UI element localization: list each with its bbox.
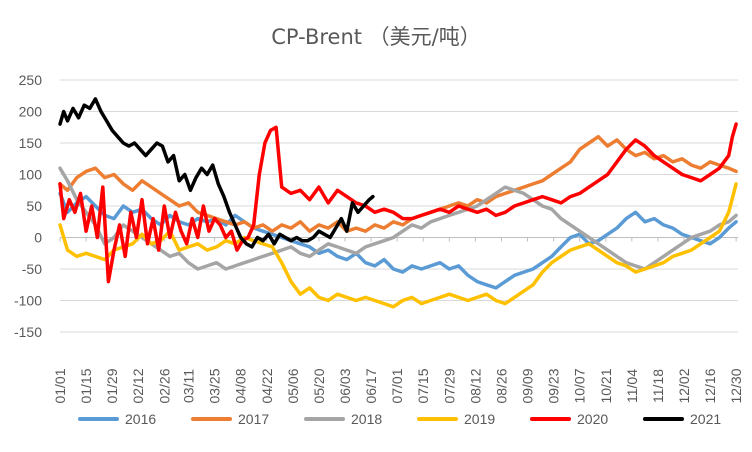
x-tick-label: 08/26 (493, 368, 509, 403)
x-tick-label: 02/26 (156, 368, 172, 403)
y-tick-label: -50 (22, 261, 42, 277)
x-tick-label: 04/08 (233, 368, 249, 403)
y-tick-label: 150 (19, 135, 43, 151)
x-tick-label: 10/21 (598, 368, 614, 403)
y-tick-label: 0 (34, 230, 42, 246)
legend: 2016 2017 2018 2019 2020 2021 (78, 411, 721, 427)
x-tick-label: 05/06 (285, 368, 301, 403)
x-tick-label: 07/15 (415, 368, 431, 403)
x-tick-label: 11/18 (650, 369, 666, 403)
x-tick-label: 08/12 (467, 368, 483, 403)
series-lines (58, 97, 738, 309)
x-tick-label: 01/29 (104, 368, 120, 403)
series-line-2018 (58, 166, 738, 271)
x-tick-label: 06/17 (363, 368, 379, 403)
x-tick-label: 12/02 (676, 368, 692, 403)
x-tick-label: 06/03 (337, 368, 353, 403)
x-tick-label: 11/04 (624, 369, 640, 403)
series-line-2016 (58, 191, 738, 290)
x-tick-label: 09/23 (546, 368, 562, 403)
legend-label-2017: 2017 (238, 411, 269, 427)
series-line-2019 (58, 182, 738, 309)
x-tick-label: 01/01 (52, 368, 68, 403)
y-tick-label: 100 (19, 167, 43, 183)
series-line-2020 (58, 122, 738, 284)
x-tick-label: 05/20 (311, 368, 327, 403)
legend-label-2018: 2018 (351, 411, 382, 427)
x-tick-label: 03/11 (181, 369, 197, 403)
x-tick-label: 07/01 (389, 368, 405, 403)
y-tick-label: 200 (19, 104, 43, 120)
y-tick-label: -150 (14, 324, 42, 340)
chart-title: CP-Brent （美元/吨） (271, 25, 481, 49)
x-tick-label: 10/07 (572, 368, 588, 403)
legend-label-2019: 2019 (464, 411, 495, 427)
series-line-2017 (58, 134, 738, 233)
x-tick-label: 04/22 (259, 368, 275, 403)
x-axis: 01/01 01/15 01/29 02/12 02/26 03/11 03/25 04/08… (52, 237, 744, 404)
x-tick-label: 02/12 (130, 368, 146, 403)
x-tick-label: 12/30 (728, 368, 744, 403)
y-tick-label: -100 (14, 293, 42, 309)
legend-label-2021: 2021 (690, 411, 721, 427)
series-line-2021 (58, 97, 375, 249)
x-tick-label: 07/29 (441, 368, 457, 403)
gridlines (60, 79, 738, 333)
y-tick-label: 250 (19, 72, 43, 88)
legend-label-2020: 2020 (577, 411, 608, 427)
legend-label-2016: 2016 (125, 411, 156, 427)
x-tick-label: 09/09 (520, 368, 536, 403)
y-axis: -150 -100 -50 0 50 100 150 200 250 (14, 72, 42, 340)
x-tick-label: 01/15 (78, 368, 94, 403)
x-tick-label: 03/25 (207, 368, 223, 403)
y-tick-label: 50 (26, 198, 42, 214)
x-tick-label: 12/16 (702, 368, 718, 403)
